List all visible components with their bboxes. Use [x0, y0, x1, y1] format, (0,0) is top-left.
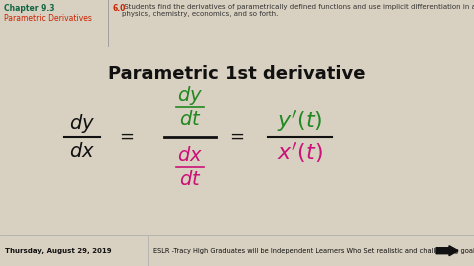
Text: $dy$: $dy$ — [69, 112, 95, 135]
Text: Chapter 9.3: Chapter 9.3 — [4, 4, 55, 13]
Text: $dy$: $dy$ — [177, 84, 203, 107]
Text: 6.0: 6.0 — [113, 4, 127, 13]
Text: Students find the derivatives of parametrically defined functions and use implic: Students find the derivatives of paramet… — [122, 4, 474, 17]
Text: Thursday, August 29, 2019: Thursday, August 29, 2019 — [5, 248, 111, 254]
Text: $dx$: $dx$ — [177, 146, 203, 165]
Text: =: = — [119, 128, 135, 146]
Text: ESLR -Tracy High Graduates will be Independent Learners Who Set realistic and ch: ESLR -Tracy High Graduates will be Indep… — [153, 248, 474, 254]
Text: Parametric 1st derivative: Parametric 1st derivative — [108, 65, 366, 82]
Text: Parametric Derivatives: Parametric Derivatives — [4, 14, 92, 23]
Text: $y'(t)$: $y'(t)$ — [277, 109, 323, 134]
Text: =: = — [229, 128, 245, 146]
Text: $x'(t)$: $x'(t)$ — [277, 141, 323, 165]
Text: $dt$: $dt$ — [179, 110, 201, 129]
Text: $dx$: $dx$ — [69, 142, 95, 161]
Text: $dt$: $dt$ — [179, 170, 201, 189]
FancyArrow shape — [436, 246, 458, 256]
